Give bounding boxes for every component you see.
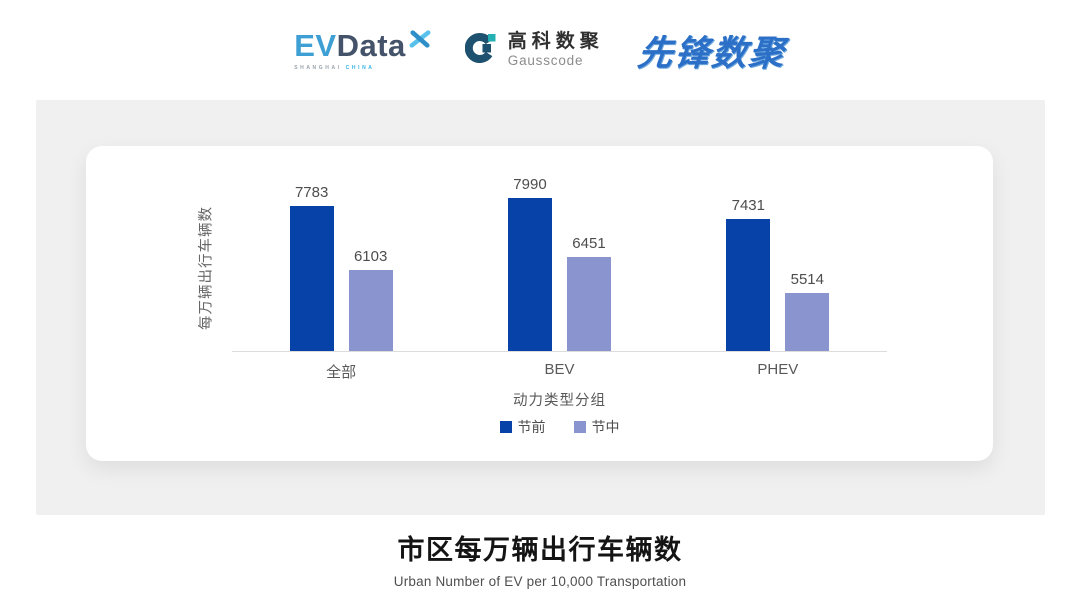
gausscode-english-name: Gausscode <box>507 53 584 69</box>
bar-group: 7783 6103 <box>232 183 450 351</box>
bar: 7783 <box>289 184 334 351</box>
bar-group: 7431 5514 <box>669 183 887 351</box>
bar-group: 7990 6451 <box>450 176 668 351</box>
bar: 5514 <box>785 271 830 351</box>
bar-value-label: 7990 <box>513 175 547 193</box>
bar-value-label: 7783 <box>294 183 329 201</box>
legend-swatch-icon <box>499 421 512 433</box>
header-logos: EV Data SHANGHAI CHINA <box>0 0 1080 100</box>
legend: 节前 节中 <box>232 417 887 437</box>
evdata-subtitle: SHANGHAI CHINA <box>294 65 431 71</box>
bar-value-label: 6451 <box>572 234 606 252</box>
bar: 7431 <box>726 197 771 351</box>
x-axis-label: 动力类型分组 <box>513 393 606 409</box>
figure-subtitle: Urban Number of EV per 10,000 Transporta… <box>393 574 687 589</box>
bar-value-label: 5514 <box>790 270 824 288</box>
chart-card: 每万辆出行车辆数 7783 6103 7990 6451 7431 5514 全部 BEV P… <box>86 146 993 461</box>
evdata-logo: EV Data SHANGHAI CHINA <box>294 30 431 71</box>
legend-swatch-icon <box>573 421 586 433</box>
gausscode-chinese-name: 高科数聚 <box>507 30 604 52</box>
evdata-data-text: Data <box>336 27 406 63</box>
category-label: BEV <box>544 361 575 378</box>
category-label: PHEV <box>757 361 799 378</box>
gausscode-text: 高科数聚 Gausscode <box>507 30 604 69</box>
figure-caption: 市区每万辆出行车辆数 Urban Number of EV per 10,000… <box>0 528 1080 589</box>
bar-value-label: 6103 <box>353 248 388 266</box>
bar: 7990 <box>507 176 552 351</box>
legend-label: 节前 <box>517 419 546 435</box>
gausscode-logo: 高科数聚 Gausscode <box>464 30 604 70</box>
legend-item: 节前 <box>499 417 546 437</box>
bar-value-label: 7431 <box>731 197 765 215</box>
plot-area: 7783 6103 7990 6451 7431 5514 <box>232 176 887 352</box>
bar: 6103 <box>348 248 393 351</box>
evdata-subtitle-china: CHINA <box>345 64 375 71</box>
category-label: 全部 <box>326 364 357 381</box>
legend-item: 节中 <box>573 417 620 437</box>
category-row: 全部 BEV PHEV <box>232 361 887 382</box>
figure-title: 市区每万辆出行车辆数 <box>397 535 683 565</box>
y-axis-label: 每万辆出行车辆数 <box>198 206 215 330</box>
gausscode-g-mark-icon <box>464 31 499 70</box>
evdata-wordmark: EV Data <box>294 30 431 61</box>
bar: 6451 <box>566 235 611 351</box>
evdata-x-mark-icon <box>409 23 431 54</box>
evdata-ev-text: EV <box>294 27 337 63</box>
chart-panel: 每万辆出行车辆数 7783 6103 7990 6451 7431 5514 全部 BEV P… <box>36 100 1045 515</box>
legend-label: 节中 <box>591 419 620 435</box>
xianfeng-shuju-logo: 先锋数聚 <box>635 33 788 73</box>
evdata-subtitle-shanghai: SHANGHAI <box>294 64 342 71</box>
